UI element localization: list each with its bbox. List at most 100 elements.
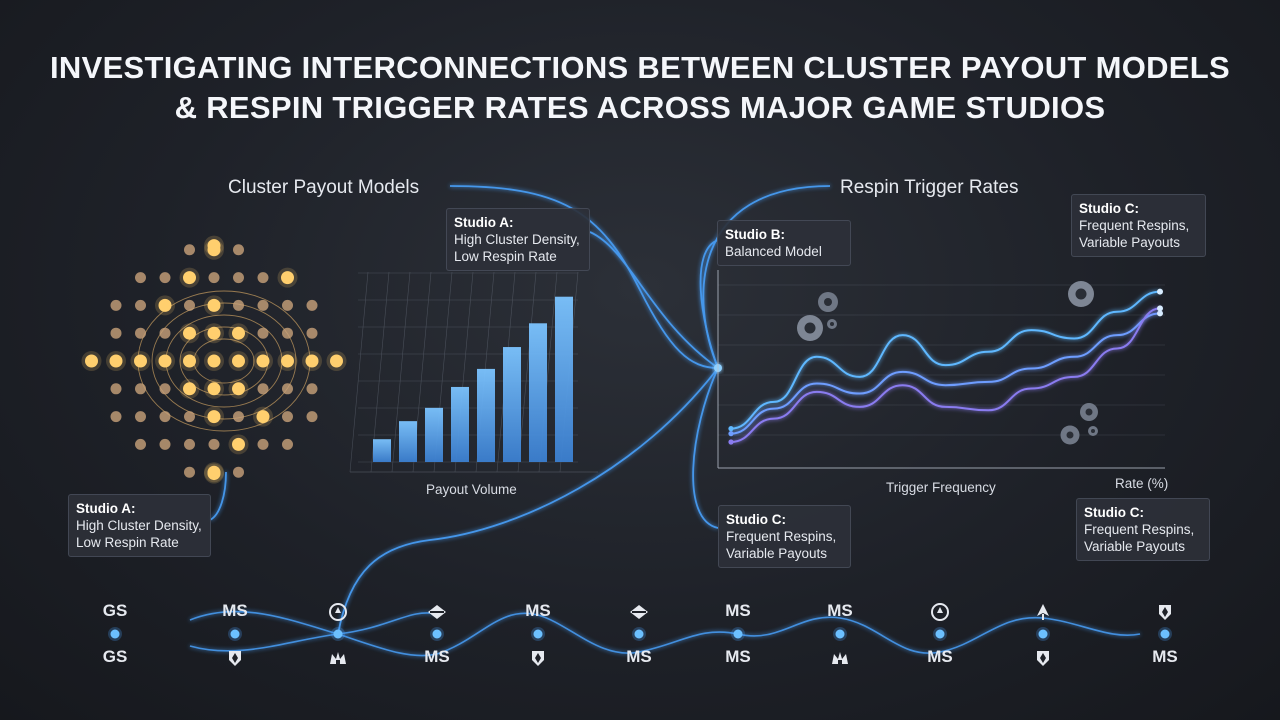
- cluster-node: [135, 272, 146, 284]
- cluster-node: [330, 354, 343, 368]
- cluster-node: [207, 239, 221, 253]
- callout-line: Low Respin Rate: [76, 535, 179, 550]
- payout-bar: [477, 368, 495, 462]
- crown-icon: [330, 652, 346, 664]
- timeline-dot: [533, 629, 543, 639]
- gear-icon: [818, 292, 838, 312]
- cluster-node: [257, 438, 269, 450]
- respin-series-line: [730, 290, 1161, 430]
- bar-grid-line: [391, 271, 411, 473]
- cluster-node: [282, 438, 293, 450]
- callout-studio-b: Studio B: Balanced Model: [717, 220, 851, 266]
- cluster-node: [135, 299, 146, 311]
- callout-line: Frequent Respins,: [726, 529, 837, 544]
- cluster-node: [85, 354, 98, 368]
- cluster-node: [257, 383, 269, 395]
- callout-title: Studio A:: [76, 501, 136, 516]
- cluster-node: [110, 299, 122, 311]
- target-icon: [329, 603, 347, 621]
- cluster-node: [282, 327, 293, 339]
- timeline-dot: [634, 629, 644, 639]
- gear-icon: [797, 315, 823, 341]
- cluster-node: [232, 437, 245, 451]
- cluster-node: [207, 298, 221, 312]
- payout-bar: [399, 421, 417, 462]
- timeline-dot: [333, 629, 343, 639]
- cluster-node: [282, 383, 293, 395]
- payout-bar: [503, 347, 521, 462]
- callout-studio-c-bottom: Studio C: Frequent Respins, Variable Pay…: [1076, 498, 1210, 561]
- callout-line: Variable Payouts: [1084, 539, 1186, 554]
- cluster-node: [281, 271, 294, 285]
- cluster-node: [135, 438, 146, 450]
- shield-icon: [532, 651, 544, 666]
- cluster-node: [281, 354, 294, 368]
- cluster-node: [232, 382, 245, 396]
- shield-icon: [1037, 651, 1049, 666]
- payout-bar: [555, 296, 573, 462]
- cluster-node: [257, 327, 269, 339]
- cluster-node: [257, 272, 269, 284]
- cluster-node: [110, 327, 122, 339]
- cluster-node: [233, 299, 244, 311]
- respin-trigger-rates-title: Respin Trigger Rates: [840, 177, 1019, 198]
- timeline-studio-label: MS: [525, 601, 551, 620]
- cluster-node: [183, 326, 196, 340]
- timeline-studio-label: MS: [927, 647, 953, 666]
- cluster-node: [184, 438, 195, 450]
- diamond-icon: [630, 605, 648, 619]
- gear-icon: [1060, 425, 1080, 445]
- callout-line: High Cluster Density,: [76, 518, 202, 533]
- payout-bar: [529, 323, 547, 462]
- gear-icon: [1088, 426, 1098, 436]
- cluster-payout-models-title: Cluster Payout Models: [228, 177, 420, 198]
- cluster-node: [256, 354, 270, 368]
- cluster-node: [110, 383, 122, 395]
- callout-title: Studio C:: [726, 512, 786, 527]
- cluster-node: [208, 272, 220, 284]
- cluster-node: [306, 299, 318, 311]
- wire-hub-to-studioB: [699, 239, 719, 369]
- cluster-node: [306, 383, 318, 395]
- callout-line: Variable Payouts: [726, 546, 828, 561]
- callout-title: Studio C:: [1084, 505, 1144, 520]
- cluster-node: [233, 272, 244, 284]
- timeline-dot: [110, 629, 120, 639]
- wire-cluster-to-callout: [209, 471, 227, 521]
- cluster-node: [232, 354, 245, 368]
- callout-title: Studio C:: [1079, 201, 1139, 216]
- cluster-node: [207, 326, 221, 340]
- timeline-dot: [230, 629, 240, 639]
- cluster-node: [257, 299, 269, 311]
- respin-series-line: [730, 312, 1161, 435]
- cluster-node: [135, 383, 146, 395]
- cluster-node: [232, 326, 245, 340]
- callout-studio-c-mid: Studio C: Frequent Respins, Variable Pay…: [718, 505, 851, 568]
- cluster-node: [134, 354, 147, 368]
- callout-line: Frequent Respins,: [1079, 218, 1190, 233]
- series-start-point: [728, 426, 734, 432]
- cluster-node: [233, 244, 244, 256]
- timeline-studio-label: MS: [626, 647, 652, 666]
- cluster-node: [158, 298, 172, 312]
- callout-title: Studio B:: [725, 227, 785, 242]
- gear-icon: [827, 319, 837, 329]
- cluster-node: [159, 438, 171, 450]
- shield-icon: [229, 651, 241, 666]
- wire-hub-to-studioC: [692, 367, 719, 529]
- callout-line: Balanced Model: [725, 244, 822, 259]
- timeline-studio-label: MS: [725, 647, 751, 666]
- cluster-node: [183, 382, 196, 396]
- gear-icon: [1080, 403, 1098, 421]
- cluster-node: [306, 411, 318, 423]
- cluster-node: [183, 271, 196, 285]
- timeline-studio-label: MS: [1152, 647, 1178, 666]
- cluster-node: [184, 411, 195, 423]
- cluster-node: [158, 354, 172, 368]
- diamond-icon: [428, 605, 446, 619]
- cluster-node: [159, 383, 171, 395]
- timeline-studio-label: GS: [102, 601, 128, 620]
- timeline-studio-label: MS: [424, 647, 450, 666]
